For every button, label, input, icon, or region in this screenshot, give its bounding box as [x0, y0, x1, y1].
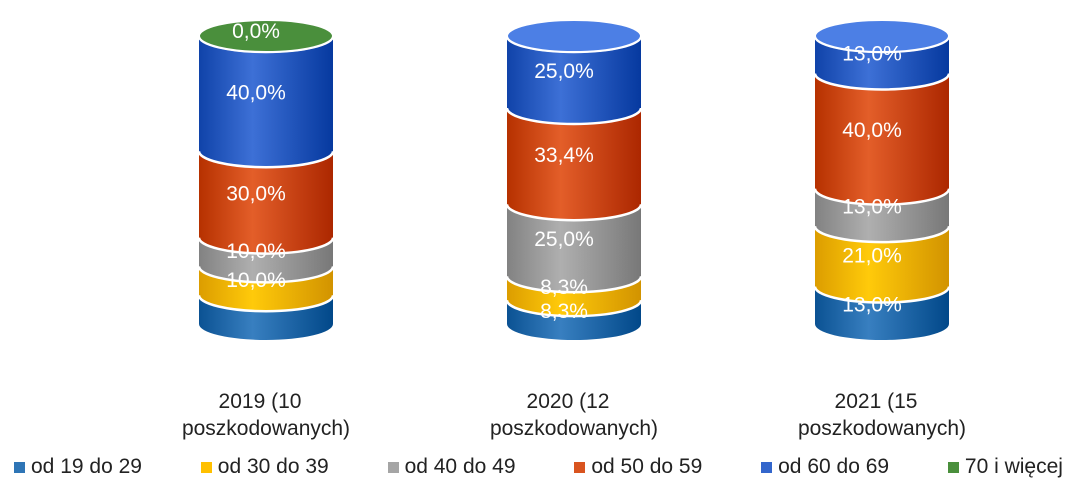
- legend-swatch: [574, 461, 586, 473]
- legend-swatch: [14, 461, 25, 473]
- legend-swatch: [200, 461, 212, 473]
- segment-od-50-do-59: [199, 151, 333, 254]
- legend-swatch: [947, 461, 959, 473]
- data-label: 33,4%: [534, 144, 594, 167]
- category-label: poszkodowanych): [798, 417, 966, 440]
- cylinder-top-cap: [198, 19, 334, 53]
- legend: od 19 do 29 od 30 do 39 od 40 do 49 od 50 d…: [0, 452, 1075, 482]
- data-label: 13,0%: [842, 293, 902, 316]
- data-label: 25,0%: [534, 60, 594, 83]
- segment-od-19-do-29: [815, 286, 949, 340]
- segment-separator: [197, 150, 335, 169]
- data-label: 40,0%: [842, 119, 902, 142]
- legend-swatch: [761, 461, 773, 473]
- data-label: 10,0%: [226, 240, 286, 263]
- cylinder-1: 10,0% 10,0% 30,0% 40,0% 0,0%: [197, 19, 335, 340]
- segment-od-40-do-49: [507, 204, 641, 293]
- segment-od-19-do-29: [199, 295, 333, 340]
- data-label: 40,0%: [226, 82, 286, 105]
- category-label: poszkodowanych): [182, 417, 350, 440]
- segment-separator: [197, 294, 335, 313]
- legend-item: od 50 do 59: [574, 455, 702, 479]
- data-label: 25,0%: [534, 228, 594, 251]
- legend-item: 70 i więcej: [947, 455, 1063, 479]
- legend-item: od 60 do 69: [761, 455, 889, 479]
- legend-label: od 40 do 49: [404, 455, 516, 478]
- segment-od-30-do-39: [507, 276, 641, 317]
- segment-separator: [197, 266, 335, 284]
- cylinder-3: 13,0% 21,0% 13,0% 40,0% 13,0%: [813, 19, 951, 340]
- data-label: 13,0%: [842, 43, 902, 66]
- data-label: 8,3%: [540, 276, 588, 299]
- segment-od-30-do-39: [199, 266, 333, 312]
- legend-label: 70 i więcej: [964, 455, 1063, 478]
- segment-separator: [813, 286, 951, 304]
- legend-label: od 60 do 69: [778, 455, 890, 478]
- data-label: 8,3%: [540, 300, 588, 323]
- segment-od-60-do-69: [815, 36, 949, 90]
- legend-label: od 19 do 29: [31, 455, 142, 478]
- legend-label: od 30 do 39: [217, 455, 329, 478]
- cylinder-top-cap: [506, 19, 642, 53]
- legend-item: od 19 do 29: [14, 455, 142, 479]
- segment-separator: [505, 299, 643, 318]
- segment-separator: [505, 203, 643, 222]
- segment-od-40-do-49: [815, 188, 949, 243]
- segment-separator: [813, 73, 951, 91]
- data-label: 21,0%: [842, 244, 902, 267]
- legend-label: od 50 do 59: [591, 455, 703, 478]
- segment-od-30-do-39: [815, 226, 949, 303]
- segment-separator: [813, 225, 951, 244]
- segment-od-50-do-59: [507, 108, 641, 221]
- segment-od-19-do-29: [507, 300, 641, 340]
- cylinder-2: 8,3%8,3% 25,0% 33,4% 25,0%: [505, 19, 643, 340]
- legend-item: od 40 do 49: [387, 455, 516, 479]
- data-label: 13,0%: [842, 195, 902, 218]
- data-label: 0,0%: [232, 20, 280, 43]
- segment-od-60-do-69: [199, 36, 333, 168]
- segment-od-60-do-69: [507, 36, 641, 124]
- data-label: 30,0%: [226, 182, 286, 205]
- category-label: 2021 (15: [835, 390, 918, 413]
- segment-od-40-do-49: [199, 237, 333, 283]
- segment-separator: [505, 107, 643, 126]
- data-label: 10,0%: [226, 269, 286, 292]
- segment-separator: [505, 275, 643, 294]
- legend-item: od 30 do 39: [200, 455, 329, 479]
- category-label: 2019 (10: [219, 390, 302, 413]
- legend-swatch: [387, 461, 399, 473]
- category-label: 2020 (12: [527, 390, 610, 413]
- segment-separator: [813, 188, 951, 206]
- category-label: poszkodowanych): [490, 417, 658, 440]
- cylinder-top-cap: [814, 19, 950, 53]
- segment-od-50-do-59: [815, 73, 949, 205]
- segment-separator: [197, 237, 335, 255]
